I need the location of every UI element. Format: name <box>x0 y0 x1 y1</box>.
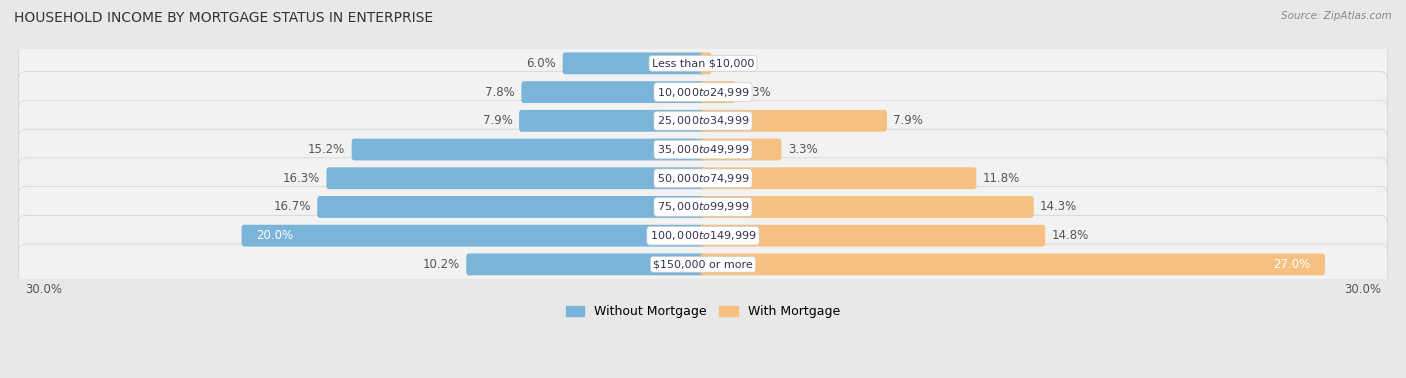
FancyBboxPatch shape <box>467 254 706 275</box>
Text: 10.2%: 10.2% <box>423 258 460 271</box>
Text: 6.0%: 6.0% <box>526 57 557 70</box>
Text: 7.9%: 7.9% <box>893 114 924 127</box>
FancyBboxPatch shape <box>318 196 706 218</box>
FancyBboxPatch shape <box>700 225 1045 246</box>
Text: 30.0%: 30.0% <box>1344 283 1381 296</box>
FancyBboxPatch shape <box>700 110 887 132</box>
FancyBboxPatch shape <box>18 244 1388 285</box>
FancyBboxPatch shape <box>522 81 706 103</box>
Text: 14.3%: 14.3% <box>1040 200 1077 214</box>
Text: 0.25%: 0.25% <box>718 57 755 70</box>
FancyBboxPatch shape <box>18 43 1388 84</box>
Text: $100,000 to $149,999: $100,000 to $149,999 <box>650 229 756 242</box>
Text: Source: ZipAtlas.com: Source: ZipAtlas.com <box>1281 11 1392 21</box>
FancyBboxPatch shape <box>700 167 976 189</box>
FancyBboxPatch shape <box>326 167 706 189</box>
FancyBboxPatch shape <box>519 110 706 132</box>
FancyBboxPatch shape <box>700 81 735 103</box>
Text: 16.7%: 16.7% <box>273 200 311 214</box>
Text: 7.9%: 7.9% <box>482 114 513 127</box>
FancyBboxPatch shape <box>18 72 1388 113</box>
Text: $35,000 to $49,999: $35,000 to $49,999 <box>657 143 749 156</box>
Text: 20.0%: 20.0% <box>256 229 292 242</box>
FancyBboxPatch shape <box>242 225 706 246</box>
FancyBboxPatch shape <box>700 139 782 160</box>
Text: 27.0%: 27.0% <box>1274 258 1310 271</box>
Text: $50,000 to $74,999: $50,000 to $74,999 <box>657 172 749 185</box>
Text: Less than $10,000: Less than $10,000 <box>652 58 754 68</box>
FancyBboxPatch shape <box>18 215 1388 256</box>
Text: 30.0%: 30.0% <box>25 283 62 296</box>
Text: 14.8%: 14.8% <box>1052 229 1088 242</box>
FancyBboxPatch shape <box>18 101 1388 141</box>
FancyBboxPatch shape <box>700 53 711 74</box>
FancyBboxPatch shape <box>700 196 1033 218</box>
FancyBboxPatch shape <box>18 129 1388 170</box>
Text: 11.8%: 11.8% <box>983 172 1019 185</box>
FancyBboxPatch shape <box>562 53 706 74</box>
Text: $75,000 to $99,999: $75,000 to $99,999 <box>657 200 749 214</box>
Legend: Without Mortgage, With Mortgage: Without Mortgage, With Mortgage <box>561 300 845 323</box>
Text: 1.3%: 1.3% <box>742 85 772 99</box>
Text: 15.2%: 15.2% <box>308 143 346 156</box>
Text: 3.3%: 3.3% <box>787 143 817 156</box>
Text: 16.3%: 16.3% <box>283 172 321 185</box>
Text: $25,000 to $34,999: $25,000 to $34,999 <box>657 114 749 127</box>
Text: $150,000 or more: $150,000 or more <box>654 259 752 270</box>
FancyBboxPatch shape <box>352 139 706 160</box>
Text: HOUSEHOLD INCOME BY MORTGAGE STATUS IN ENTERPRISE: HOUSEHOLD INCOME BY MORTGAGE STATUS IN E… <box>14 11 433 25</box>
FancyBboxPatch shape <box>700 254 1324 275</box>
Text: 7.8%: 7.8% <box>485 85 515 99</box>
Text: $10,000 to $24,999: $10,000 to $24,999 <box>657 85 749 99</box>
FancyBboxPatch shape <box>18 187 1388 227</box>
FancyBboxPatch shape <box>18 158 1388 198</box>
